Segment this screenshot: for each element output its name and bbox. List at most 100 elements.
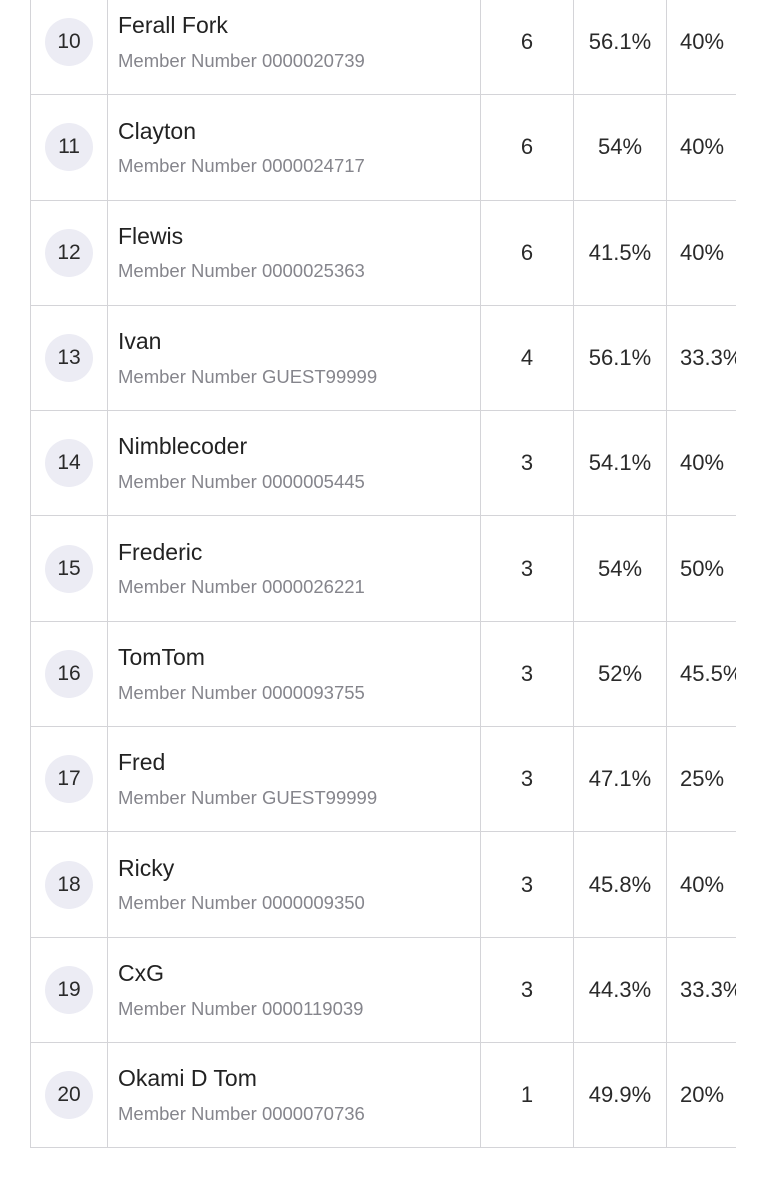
rank-cell: 17 <box>30 727 107 832</box>
member-number: Member Number 0000070736 <box>118 1103 365 1125</box>
member-number: Member Number GUEST99999 <box>118 787 377 809</box>
player-info: Frederic Member Number 0000026221 <box>118 539 365 599</box>
table-row[interactable]: 14 Nimblecoder Member Number 0000005445 … <box>30 411 736 517</box>
player-name: Ricky <box>118 854 175 881</box>
player-cell: Frederic Member Number 0000026221 <box>107 516 480 621</box>
percentage-cell-secondary: 40% <box>666 0 736 95</box>
percentage-cell-secondary: 33.3% <box>666 937 736 1042</box>
player-name: Nimblecoder <box>118 433 248 460</box>
rank-badge: 13 <box>45 334 93 383</box>
rank-cell: 13 <box>30 305 107 411</box>
member-number: Member Number 0000020739 <box>118 50 365 72</box>
percentage-cell: 54.1% <box>573 411 666 516</box>
percentage-cell-secondary: 40% <box>666 832 736 937</box>
player-info: Okami D Tom Member Number 0000070736 <box>118 1065 365 1125</box>
member-number: Member Number GUEST99999 <box>118 366 377 388</box>
member-number-value: 0000020739 <box>261 49 365 71</box>
wins-cell: 3 <box>480 727 573 832</box>
percentage-cell-secondary: 25% <box>666 727 736 832</box>
player-info: Ferall Fork Member Number 0000020739 <box>118 12 365 72</box>
table-row[interactable]: 10 Ferall Fork Member Number 0000020739 … <box>30 0 736 96</box>
rank-badge: 15 <box>45 544 93 593</box>
player-info: Fred Member Number GUEST99999 <box>118 749 377 809</box>
member-number: Member Number 0000009350 <box>118 892 365 914</box>
table-row[interactable]: 19 CxG Member Number 0000119039 3 44.3% … <box>30 937 736 1043</box>
player-cell: Ferall Fork Member Number 0000020739 <box>107 0 480 95</box>
table-row[interactable]: 16 TomTom Member Number 0000093755 3 52%… <box>30 621 736 728</box>
member-number: Member Number 0000005445 <box>118 471 365 493</box>
percentage-cell: 52% <box>573 621 666 727</box>
player-info: Ricky Member Number 0000009350 <box>118 855 365 915</box>
rank-cell: 18 <box>30 832 107 937</box>
percentage-cell: 49.9% <box>573 1042 666 1148</box>
table-row[interactable]: 12 Flewis Member Number 0000025363 6 41.… <box>30 200 736 306</box>
rank-badge: 10 <box>45 18 93 67</box>
rank-badge: 16 <box>45 649 93 698</box>
player-name: Okami D Tom <box>118 1065 257 1092</box>
player-cell: Fred Member Number GUEST99999 <box>107 727 480 832</box>
percentage-cell: 44.3% <box>573 937 666 1042</box>
wins-cell: 3 <box>480 832 573 937</box>
member-number-label: Member Number <box>118 892 257 914</box>
player-cell: Ricky Member Number 0000009350 <box>107 832 480 937</box>
player-cell: TomTom Member Number 0000093755 <box>107 621 480 727</box>
table-row[interactable]: 20 Okami D Tom Member Number 0000070736 … <box>30 1042 736 1149</box>
wins-cell: 3 <box>480 516 573 621</box>
player-cell: Clayton Member Number 0000024717 <box>107 95 480 200</box>
player-cell: Ivan Member Number GUEST99999 <box>107 305 480 411</box>
leaderboard-table: 10 Ferall Fork Member Number 0000020739 … <box>30 0 736 1149</box>
player-cell: Flewis Member Number 0000025363 <box>107 200 480 305</box>
member-number-value: 0000026221 <box>261 576 365 598</box>
percentage-cell-secondary: 40% <box>666 95 736 200</box>
player-info: Flewis Member Number 0000025363 <box>118 223 365 283</box>
wins-cell: 4 <box>480 305 573 411</box>
percentage-cell-secondary: 33.3% <box>666 305 736 411</box>
member-number-value: 0000025363 <box>261 260 365 282</box>
percentage-cell: 41.5% <box>573 200 666 305</box>
percentage-cell: 54% <box>573 516 666 621</box>
percentage-cell-secondary: 40% <box>666 411 736 516</box>
rank-cell: 16 <box>30 621 107 727</box>
percentage-cell-secondary: 20% <box>666 1042 736 1148</box>
wins-cell: 6 <box>480 0 573 95</box>
member-number-label: Member Number <box>118 471 257 493</box>
percentage-cell-secondary: 50% <box>666 516 736 621</box>
member-number-label: Member Number <box>118 49 257 71</box>
rank-badge: 17 <box>45 755 93 804</box>
wins-cell: 3 <box>480 621 573 727</box>
player-name: Ivan <box>118 328 162 355</box>
percentage-cell-secondary: 40% <box>666 200 736 305</box>
table-row[interactable]: 11 Clayton Member Number 0000024717 6 54… <box>30 95 736 201</box>
rank-badge: 11 <box>45 123 93 172</box>
rank-cell: 11 <box>30 95 107 200</box>
rank-badge: 14 <box>45 439 93 488</box>
player-info: Clayton Member Number 0000024717 <box>118 118 365 178</box>
player-info: Ivan Member Number GUEST99999 <box>118 328 377 388</box>
member-number-label: Member Number <box>118 681 257 703</box>
member-number-label: Member Number <box>118 260 257 282</box>
wins-cell: 1 <box>480 1042 573 1148</box>
percentage-cell: 54% <box>573 95 666 200</box>
member-number: Member Number 0000093755 <box>118 682 365 704</box>
table-row[interactable]: 17 Fred Member Number GUEST99999 3 47.1%… <box>30 727 736 833</box>
member-number-value: 0000024717 <box>261 155 365 177</box>
table-row[interactable]: 15 Frederic Member Number 0000026221 3 5… <box>30 516 736 622</box>
player-name: Frederic <box>118 538 203 565</box>
rank-badge: 12 <box>45 228 93 277</box>
wins-cell: 3 <box>480 411 573 516</box>
rank-cell: 19 <box>30 937 107 1042</box>
player-name: TomTom <box>118 644 205 671</box>
rank-cell: 20 <box>30 1042 107 1148</box>
rank-cell: 12 <box>30 200 107 305</box>
percentage-cell: 45.8% <box>573 832 666 937</box>
table-row[interactable]: 13 Ivan Member Number GUEST99999 4 56.1%… <box>30 305 736 412</box>
percentage-cell-secondary: 45.5% <box>666 621 736 727</box>
member-number: Member Number 0000119039 <box>118 998 363 1020</box>
percentage-cell: 56.1% <box>573 0 666 95</box>
player-info: Nimblecoder Member Number 0000005445 <box>118 433 365 493</box>
member-number-value: 0000119039 <box>261 997 364 1019</box>
table-row[interactable]: 18 Ricky Member Number 0000009350 3 45.8… <box>30 832 736 938</box>
player-name: CxG <box>118 959 164 986</box>
wins-cell: 3 <box>480 937 573 1042</box>
player-name: Fred <box>118 749 166 776</box>
